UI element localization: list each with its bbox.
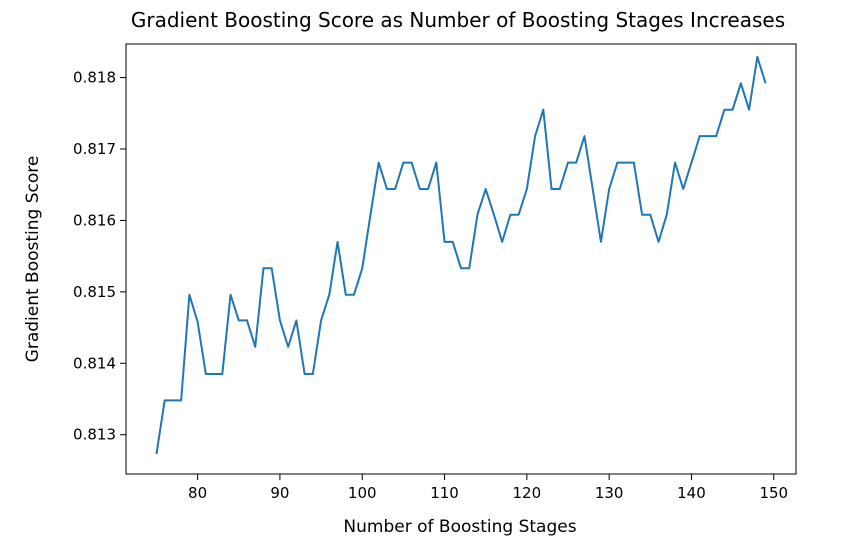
y-tick-label: 0.815 (73, 283, 116, 301)
x-tick-label: 140 (677, 484, 706, 502)
x-axis-label: Number of Boosting Stages (343, 517, 576, 537)
y-tick-label: 0.814 (73, 354, 116, 372)
plot-area (155, 55, 767, 455)
x-tick-label: 150 (759, 484, 788, 502)
x-tick-label: 110 (430, 484, 459, 502)
y-axis: 0.813 0.814 0.815 0.816 0.817 0.818 (73, 69, 126, 444)
x-tick-label: 90 (270, 484, 289, 502)
x-tick-label: 80 (188, 484, 207, 502)
series-line-0 (155, 55, 767, 455)
y-tick-label: 0.818 (73, 69, 116, 87)
y-tick-label: 0.816 (73, 211, 116, 229)
x-axis: 80 90 100 110 120 130 140 150 (188, 474, 788, 502)
y-axis-label: Gradient Boosting Score (23, 156, 43, 363)
axes-frame (125, 43, 797, 475)
x-tick-label: 120 (513, 484, 542, 502)
y-tick-label: 0.813 (73, 426, 116, 444)
x-tick-label: 100 (348, 484, 377, 502)
chart-title: Gradient Boosting Score as Number of Boo… (131, 8, 785, 32)
x-tick-label: 130 (595, 484, 624, 502)
y-tick-label: 0.817 (73, 140, 116, 158)
